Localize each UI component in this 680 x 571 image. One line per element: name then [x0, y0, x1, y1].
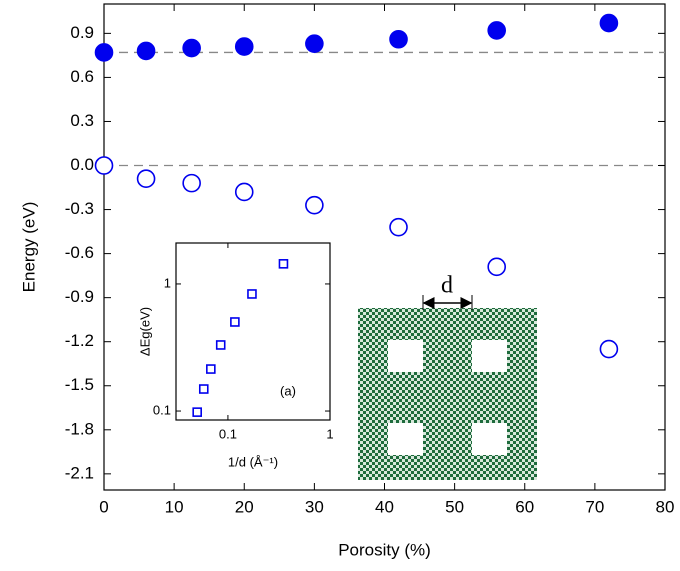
y-tick-label: 1 [164, 275, 171, 290]
data-point [215, 340, 226, 350]
structure-label: d [441, 273, 453, 299]
data-point [234, 37, 254, 56]
x-tick-label: 10 [165, 497, 184, 516]
data-point [234, 182, 254, 202]
y-tick-label: -1.5 [65, 375, 94, 394]
y-tick-label: 0.3 [70, 111, 94, 130]
data-point [182, 38, 201, 58]
data-point [305, 195, 324, 215]
y-tick-label: -0.6 [65, 243, 94, 262]
data-point [599, 13, 619, 33]
inset-chart: 0.1 1 0.1 1 1/d (Å⁻¹) ΔEg(eV) (a) d [137, 242, 453, 469]
data-point [94, 156, 114, 175]
x-axis-label: 1/d (Å⁻¹) [228, 454, 278, 469]
data-point [136, 41, 156, 61]
x-tick-label: 60 [515, 497, 534, 516]
data-point [487, 257, 507, 277]
x-tick-label: 70 [585, 497, 604, 516]
data-point [94, 43, 114, 62]
data-point [136, 169, 156, 189]
data-point [599, 339, 619, 359]
inset-annotation: (a) [280, 383, 296, 398]
y-tick-label: -0.9 [65, 287, 94, 306]
data-point [192, 407, 202, 417]
data-point [182, 173, 201, 193]
y-tick-label: 0.9 [70, 23, 94, 42]
x-axis-label: Porosity (%) [338, 540, 431, 559]
data-point [206, 364, 216, 374]
x-tick-label: 30 [305, 497, 324, 516]
x-tick-label: 50 [445, 497, 464, 516]
data-point [230, 317, 240, 327]
y-tick-label: 0.0 [70, 155, 94, 174]
data-point [247, 289, 257, 299]
data-point [487, 21, 507, 40]
data-point [389, 29, 408, 49]
x-tick-label: 0.1 [219, 426, 237, 441]
data-point [389, 217, 408, 237]
plot-frame [175, 242, 331, 421]
data-point [305, 34, 324, 53]
y-tick-label: 0.1 [153, 402, 171, 417]
y-tick-label: -0.3 [65, 199, 94, 218]
x-tick-label: 20 [235, 497, 254, 516]
main-chart: 0 10 20 30 40 50 60 70 80 0.9 0.6 0.3 0.0 -0.3 -0.6 -0.… [19, 3, 675, 559]
x-tick-label: 80 [656, 497, 675, 516]
y-tick-label: -2.1 [65, 463, 94, 482]
y-tick-label: 0.6 [70, 67, 94, 86]
x-tick-label: 0 [99, 497, 108, 516]
structure-illustration [358, 295, 537, 480]
data-point [278, 259, 289, 269]
y-axis-label: ΔEg(eV) [137, 307, 152, 356]
y-axis-label: Energy (eV) [19, 202, 38, 293]
x-tick-label: 40 [375, 497, 394, 516]
x-tick-label: 1 [326, 426, 333, 441]
y-tick-label: -1.8 [65, 419, 94, 438]
data-point [198, 384, 209, 394]
y-tick-label: -1.2 [65, 331, 94, 350]
